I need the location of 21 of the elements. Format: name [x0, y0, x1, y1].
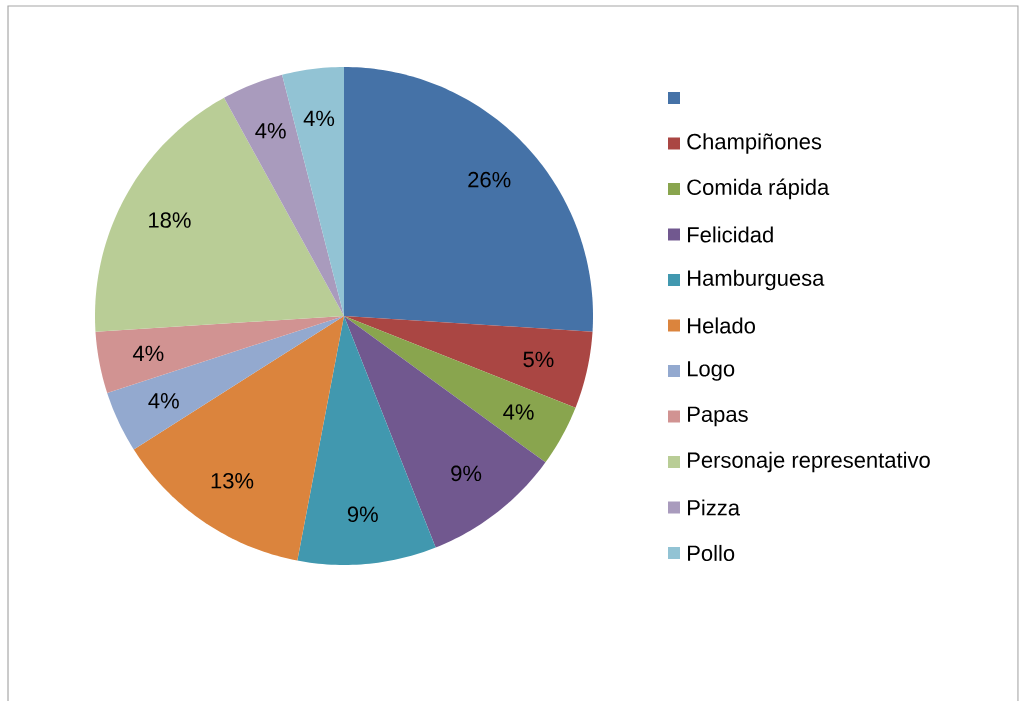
- legend-label: Papas: [688, 406, 748, 427]
- data-label: 9%: [451, 465, 482, 482]
- legend-label: Comida rápida: [687, 178, 830, 200]
- legend-label: Pollo: [688, 544, 735, 562]
- data-label: 4%: [303, 110, 335, 127]
- legend-label: Hamburguesa: [688, 269, 825, 291]
- legend-label: Helado: [688, 317, 755, 334]
- data-label: 18%: [149, 212, 191, 228]
- data-label: 5%: [523, 351, 554, 368]
- legend-label: Logo: [688, 361, 735, 381]
- legend-label: Personaje representativo: [688, 451, 930, 473]
- data-label: 4%: [503, 404, 534, 420]
- data-label: 4%: [132, 345, 164, 362]
- data-label: 4%: [255, 123, 286, 139]
- legend-label: Champiñones: [687, 133, 822, 154]
- data-label: 4%: [148, 393, 179, 409]
- legend-label: Pizza: [688, 499, 740, 516]
- legend-label: Felicidad: [688, 226, 773, 243]
- data-label: 13%: [211, 472, 254, 489]
- data-label: 26%: [468, 171, 511, 188]
- data-label: 9%: [347, 506, 378, 523]
